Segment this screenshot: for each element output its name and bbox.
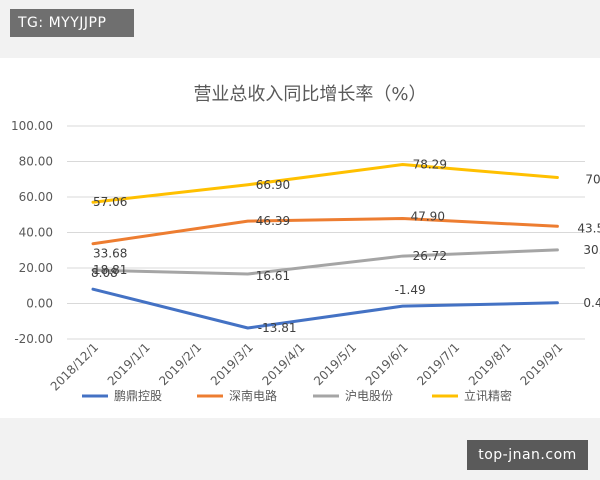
- legend-label: 立讯精密: [464, 388, 512, 403]
- series-line: [91, 248, 559, 276]
- series-line: [91, 163, 559, 204]
- chart-card: 营业总收入同比增长率（%） 100.00 80.00 60.00 40.00 20.00…: [0, 58, 600, 418]
- data-label: 47.90: [411, 209, 445, 223]
- y-tick-label: 0.00: [26, 297, 53, 311]
- x-tick-label: 2019/2/1: [156, 340, 204, 388]
- data-label: 26.72: [413, 249, 447, 263]
- y-tick-label: -20.00: [14, 332, 53, 346]
- x-tick-label: 2019/1/1: [105, 340, 153, 388]
- data-label: 33.68: [93, 247, 127, 261]
- x-tick-label: 2019/9/1: [518, 340, 566, 388]
- legend-label: 鹏鼎控股: [114, 389, 162, 403]
- data-label: -1.49: [395, 283, 426, 297]
- legend-label: 沪电股份: [345, 389, 393, 403]
- data-label: 16.61: [256, 269, 290, 283]
- legend: 鹏鼎控股 深南电路 沪电股份 立讯精密: [82, 388, 512, 403]
- gridlines: [67, 125, 585, 340]
- y-axis-ticks: 100.00 80.00 60.00 40.00 20.00 0.00 -20.00: [11, 119, 53, 346]
- data-label: 43.50: [577, 221, 600, 235]
- watermark-bottom: top-jnan.com: [467, 440, 588, 470]
- data-label: 57.06: [93, 195, 127, 209]
- legend-label: 深南电路: [229, 388, 277, 403]
- x-tick-label: 2019/5/1: [311, 340, 359, 388]
- data-label: 8.08: [91, 266, 118, 280]
- data-label: 0.40: [583, 296, 600, 310]
- x-tick-label: 2019/6/1: [363, 340, 411, 388]
- y-tick-label: 20.00: [19, 261, 53, 275]
- data-label: -13.81: [258, 321, 297, 335]
- data-label: 18.81: [93, 263, 127, 277]
- series-line: [91, 287, 559, 330]
- x-tick-label: 2019/3/1: [208, 340, 256, 388]
- data-labels: 8.08 -13.81 -1.49 0.40 33.68 46.39 47.90 43.50 1…: [91, 158, 600, 335]
- y-tick-label: 40.00: [19, 226, 53, 240]
- series-line: [91, 216, 559, 246]
- x-tick-label: 2018/12/1: [48, 340, 101, 393]
- data-label: 70.96: [585, 173, 600, 187]
- x-tick-label: 2019/4/1: [260, 340, 308, 388]
- data-label: 66.90: [256, 178, 290, 192]
- y-tick-label: 60.00: [19, 190, 53, 204]
- y-tick-label: 80.00: [19, 155, 53, 169]
- line-chart: 营业总收入同比增长率（%） 100.00 80.00 60.00 40.00 20.00…: [11, 84, 600, 403]
- chart-title: 营业总收入同比增长率（%）: [193, 84, 426, 105]
- x-tick-label: 2019/7/1: [414, 340, 462, 388]
- series-lines: [91, 163, 559, 330]
- x-tick-label: 2019/8/1: [466, 340, 514, 388]
- watermark-top: TG: MYYJJPP: [10, 9, 134, 37]
- data-label: 46.39: [256, 214, 290, 228]
- data-label: 30.18: [583, 243, 600, 257]
- data-label: 78.29: [413, 158, 447, 172]
- x-axis-ticks: 2018/12/1 2019/1/1 2019/2/1 2019/3/1 2019/4/…: [48, 340, 566, 393]
- y-tick-label: 100.00: [11, 119, 53, 133]
